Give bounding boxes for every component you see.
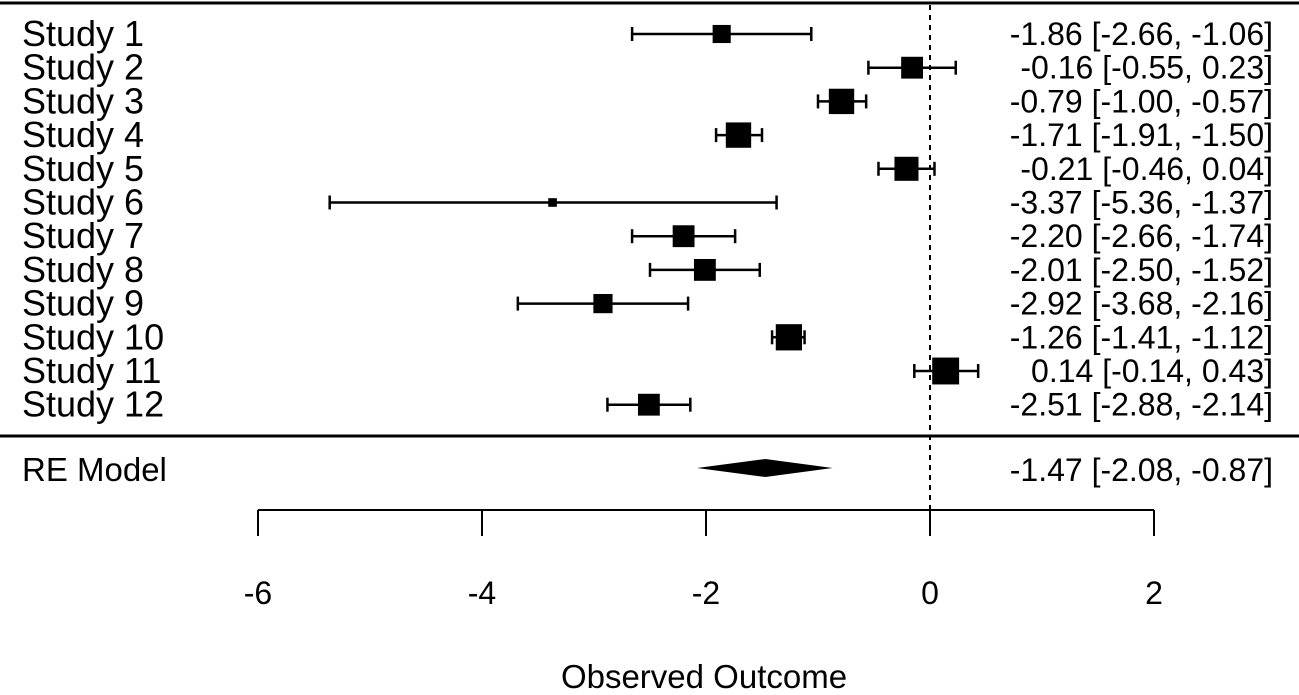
study-label: Study 12 [22, 384, 164, 425]
ci-label: -2.01 [-2.50, -1.52] [1010, 252, 1273, 288]
ci-label: -1.26 [-1.41, -1.12] [1010, 319, 1273, 355]
point-estimate-square [828, 88, 855, 115]
ci-label: -0.16 [-0.55, 0.23] [1020, 50, 1273, 86]
study-label: Study 9 [22, 283, 144, 324]
study-label: Study 10 [22, 316, 164, 357]
point-estimate-square [548, 198, 557, 207]
x-tick-label: -6 [244, 575, 272, 611]
x-tick-label: 0 [921, 575, 939, 611]
ci-label: -3.37 [-5.36, -1.37] [1010, 185, 1273, 221]
point-estimate-square [712, 24, 731, 44]
study-label: Study 3 [22, 80, 144, 121]
point-estimate-square [775, 324, 802, 351]
ci-label: 0.14 [-0.14, 0.43] [1031, 353, 1273, 389]
study-label: Study 2 [22, 47, 144, 88]
study-label: Study 1 [22, 13, 144, 54]
x-tick-label: 2 [1145, 575, 1163, 611]
x-tick-label: -4 [468, 575, 496, 611]
ci-label: -2.20 [-2.66, -1.74] [1010, 218, 1273, 254]
study-label: Study 6 [22, 182, 144, 223]
summary-ci-label: -1.47 [-2.08, -0.87] [1010, 452, 1273, 488]
summary-label: RE Model [22, 451, 167, 488]
study-label: Study 5 [22, 148, 144, 189]
x-tick-label: -2 [692, 575, 720, 611]
point-estimate-square [894, 156, 919, 181]
point-estimate-square [693, 258, 716, 281]
ci-label: -1.86 [-2.66, -1.06] [1010, 16, 1273, 52]
study-marks [328, 24, 980, 416]
ci-label: -2.51 [-2.88, -2.14] [1010, 387, 1273, 423]
ci-label: -2.92 [-3.68, -2.16] [1010, 286, 1273, 322]
study-label: Study 4 [22, 114, 144, 155]
study-label: Study 11 [22, 350, 161, 391]
point-estimate-square [672, 225, 695, 248]
summary-diamond [697, 459, 833, 477]
plot-frame [0, 1, 1299, 438]
point-estimate-square [637, 393, 660, 416]
study-label: Study 7 [22, 215, 144, 256]
point-estimate-square [593, 294, 613, 314]
point-estimate-square [725, 122, 752, 148]
point-estimate-square [901, 56, 923, 79]
ci-label: -1.71 [-1.91, -1.50] [1010, 117, 1273, 153]
ci-labels: -1.86 [-2.66, -1.06]-0.16 [-0.55, 0.23]-… [1010, 16, 1273, 423]
x-axis: -6 -4 -2 0 2 [244, 509, 1163, 611]
summary-row: RE Model -1.47 [-2.08, -0.87] [22, 451, 1273, 488]
study-label: Study 8 [22, 249, 144, 290]
ci-label: -0.79 [-1.00, -0.57] [1010, 83, 1273, 119]
x-axis-title: Observed Outcome [561, 658, 847, 695]
ci-label: -0.21 [-0.46, 0.04] [1020, 151, 1273, 187]
point-estimate-square [932, 357, 960, 385]
